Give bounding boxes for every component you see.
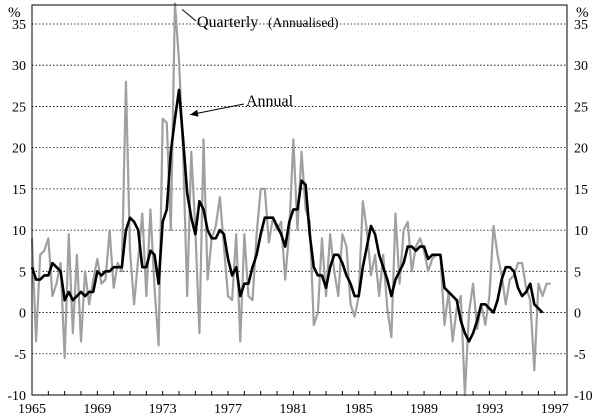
x-tick-label: 1965: [18, 402, 46, 417]
y-tick-label-right: -10: [574, 389, 593, 404]
y-tick-label-left: 15: [12, 183, 26, 198]
x-tick-label: 1973: [149, 402, 177, 417]
y-tick-label-left: 30: [12, 59, 26, 74]
annotation-quarterly-leader: [181, 9, 197, 22]
y-tick-label-right: -5: [574, 348, 586, 363]
y-tick-label-left: 25: [12, 100, 26, 115]
gridlines: [32, 23, 567, 355]
y-tick-label-left: 35: [12, 18, 26, 33]
x-tick-label: 1985: [345, 402, 373, 417]
y-tick-label-right: 15: [574, 183, 588, 198]
y-tick-label-right: 0: [574, 307, 581, 322]
series-line-quarterly: [30, 2, 551, 397]
y-unit-right: %: [576, 5, 589, 21]
y-tick-label-left: 0: [19, 307, 26, 322]
axes: 35 35 30 30 25 25 20 20 15 15 10 10 5 5 0 0 -5 -5 -10 -10%%…: [7, 4, 593, 417]
y-tick-label-right: 20: [574, 142, 588, 157]
y-tick-label-right: 25: [574, 100, 588, 115]
series-line-annual: [30, 88, 544, 343]
annotation-annual: Annual: [246, 93, 294, 110]
x-tick-label: 1981: [279, 402, 307, 417]
y-tick-label-right: 5: [574, 265, 581, 280]
y-tick-label-right: 35: [574, 18, 588, 33]
annotation-quarterly: Quarterly: [197, 14, 258, 31]
annotation-quarterly-sub: (Annualised): [268, 15, 338, 30]
y-tick-label-right: 30: [574, 59, 588, 74]
y-tick-label-right: 10: [574, 224, 588, 239]
y-tick-label-left: 5: [19, 265, 26, 280]
y-tick-label-left: -5: [14, 348, 26, 363]
annotation-annual-arrowhead: [190, 109, 199, 117]
y-tick-label-left: -10: [7, 389, 26, 404]
series-lines: [30, 2, 551, 397]
y-unit-left: %: [8, 5, 21, 21]
x-tick-label: 1993: [475, 402, 503, 417]
x-tick-label: 1997: [541, 402, 569, 417]
x-tick-label: 1969: [83, 402, 111, 417]
y-tick-label-left: 20: [12, 142, 26, 157]
x-tick-label: 1989: [410, 402, 438, 417]
annotation-annual-leader: [189, 103, 245, 116]
plot-frame: [31, 4, 568, 396]
annotations: Quarterly (Annualised) Annual: [181, 9, 338, 117]
x-tick-label: 1977: [214, 402, 242, 417]
y-tick-label-left: 10: [12, 224, 26, 239]
